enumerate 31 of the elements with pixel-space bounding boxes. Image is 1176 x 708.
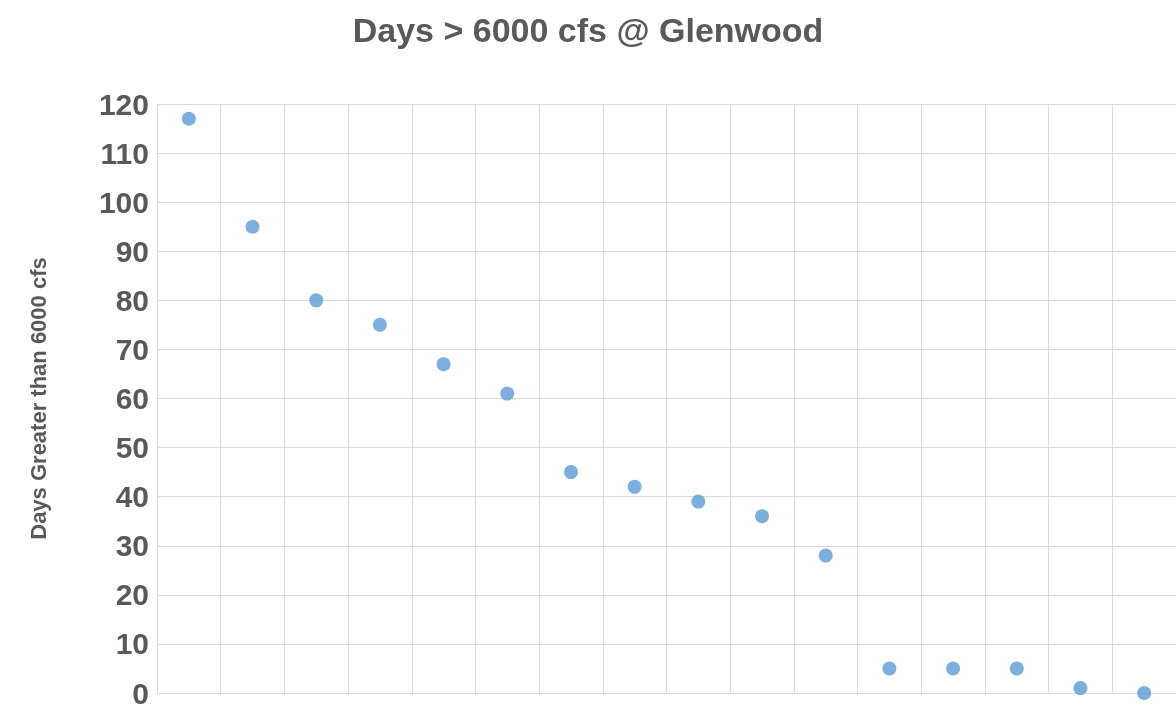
point: [627, 479, 642, 494]
y-tick-label: 80: [115, 283, 149, 317]
y-tick-label: 50: [115, 431, 149, 465]
point: [181, 111, 196, 126]
y-tick-label: 100: [98, 185, 149, 219]
y-tick-label: 40: [115, 480, 149, 514]
y-tick-label: 70: [115, 332, 149, 366]
point: [946, 661, 961, 676]
point: [1009, 661, 1024, 676]
point: [372, 317, 387, 332]
point: [1073, 681, 1088, 696]
y-tick-label: 20: [115, 578, 149, 612]
y-tick-label: 110: [100, 136, 149, 170]
y-tick-label: 0: [132, 676, 149, 708]
point: [755, 509, 770, 524]
point: [882, 661, 897, 676]
y-tick-label: 30: [115, 529, 149, 563]
y-tick-label: 90: [115, 234, 149, 268]
y-tick-label: 10: [115, 627, 149, 661]
point: [436, 357, 451, 372]
y-axis-title: Days Greater than 6000 cfs: [25, 257, 51, 540]
point: [563, 465, 578, 480]
point: [1137, 686, 1152, 700]
point: [691, 494, 706, 509]
point: [245, 219, 260, 234]
y-tick-label: 60: [115, 382, 149, 415]
point: [309, 293, 324, 308]
y-tick-label: 120: [98, 87, 149, 121]
chart-title: Days > 6000 cfs @ Glenwood: [352, 11, 824, 49]
point: [500, 386, 515, 401]
point: [818, 548, 833, 563]
